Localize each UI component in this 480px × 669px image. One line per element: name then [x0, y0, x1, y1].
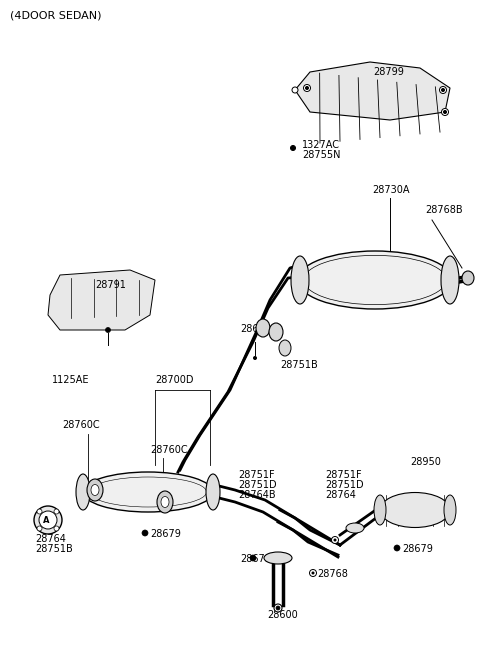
- Circle shape: [440, 86, 446, 94]
- Text: 28600: 28600: [267, 610, 298, 620]
- Polygon shape: [48, 270, 155, 330]
- Circle shape: [312, 571, 314, 575]
- Ellipse shape: [346, 523, 364, 533]
- Text: 28751B: 28751B: [280, 360, 318, 370]
- Circle shape: [290, 145, 296, 151]
- Text: 28791: 28791: [95, 280, 126, 290]
- Text: 28751F: 28751F: [325, 470, 361, 480]
- Text: 1125AE: 1125AE: [52, 375, 89, 385]
- Text: 1327AC: 1327AC: [302, 140, 340, 150]
- Ellipse shape: [374, 495, 386, 525]
- Circle shape: [274, 604, 282, 612]
- Circle shape: [305, 86, 309, 90]
- Text: 28760C: 28760C: [150, 445, 188, 455]
- Circle shape: [106, 328, 110, 332]
- Circle shape: [54, 526, 59, 531]
- Circle shape: [253, 356, 257, 360]
- Ellipse shape: [291, 256, 309, 304]
- Ellipse shape: [256, 319, 270, 337]
- Polygon shape: [295, 62, 450, 120]
- Ellipse shape: [444, 495, 456, 525]
- Circle shape: [332, 537, 338, 543]
- Ellipse shape: [279, 340, 291, 356]
- Text: 28679: 28679: [240, 554, 271, 564]
- Text: 28751B: 28751B: [35, 544, 73, 554]
- Circle shape: [303, 84, 311, 92]
- Text: 28755N: 28755N: [302, 150, 340, 160]
- Circle shape: [142, 530, 148, 536]
- Circle shape: [292, 87, 298, 93]
- Circle shape: [442, 88, 444, 92]
- Ellipse shape: [76, 474, 90, 510]
- Circle shape: [444, 110, 446, 114]
- Text: 28768B: 28768B: [425, 205, 463, 215]
- Ellipse shape: [83, 472, 213, 512]
- Circle shape: [54, 509, 59, 514]
- Ellipse shape: [39, 511, 57, 529]
- Ellipse shape: [206, 474, 220, 510]
- Circle shape: [334, 539, 336, 541]
- Ellipse shape: [87, 479, 103, 501]
- Ellipse shape: [441, 256, 459, 304]
- Circle shape: [442, 108, 448, 116]
- Circle shape: [37, 526, 42, 531]
- Circle shape: [250, 555, 256, 561]
- Text: 28950: 28950: [410, 457, 441, 467]
- Text: 28679C: 28679C: [240, 324, 277, 334]
- Text: 28730A: 28730A: [372, 185, 409, 195]
- Ellipse shape: [462, 271, 474, 285]
- Text: 28751D: 28751D: [238, 480, 276, 490]
- Text: 28679: 28679: [150, 529, 181, 539]
- Ellipse shape: [269, 323, 283, 341]
- Text: 28764: 28764: [325, 490, 356, 500]
- Text: 28751F: 28751F: [238, 470, 275, 480]
- Text: 28679: 28679: [402, 544, 433, 554]
- Ellipse shape: [264, 552, 292, 564]
- Ellipse shape: [380, 492, 450, 527]
- Ellipse shape: [91, 484, 99, 496]
- Circle shape: [276, 606, 280, 610]
- Text: 28760C: 28760C: [62, 420, 100, 430]
- Text: A: A: [43, 516, 49, 525]
- Text: 28799: 28799: [373, 67, 404, 77]
- Ellipse shape: [298, 251, 453, 309]
- Text: 28768: 28768: [317, 569, 348, 579]
- Text: 28764: 28764: [35, 534, 66, 544]
- Text: 28700D: 28700D: [155, 375, 193, 385]
- Circle shape: [310, 569, 316, 577]
- Ellipse shape: [34, 506, 62, 534]
- Text: 28751D: 28751D: [325, 480, 364, 490]
- Ellipse shape: [161, 496, 169, 508]
- Circle shape: [37, 509, 42, 514]
- Circle shape: [394, 545, 400, 551]
- Ellipse shape: [157, 491, 173, 513]
- Text: (4DOOR SEDAN): (4DOOR SEDAN): [10, 10, 101, 20]
- Text: 28764B: 28764B: [238, 490, 276, 500]
